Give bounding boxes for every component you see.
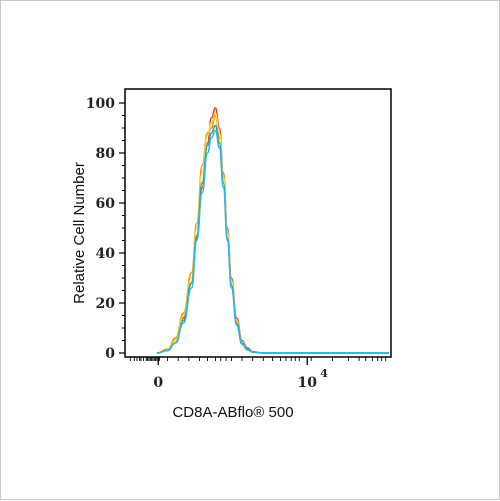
series-lines: [156, 107, 389, 354]
y-tick-label: 80: [96, 146, 116, 162]
x-axis-ticks: 0 104: [153, 357, 328, 391]
y-tick-label: 40: [96, 246, 116, 262]
histogram-series-4: [156, 124, 389, 354]
y-tick-label: 60: [96, 196, 116, 212]
histogram-series-2: [156, 114, 389, 354]
histogram-series-3: [156, 112, 389, 354]
y-tick-label: 20: [96, 296, 116, 312]
x-tick-label: 10: [297, 375, 317, 391]
y-axis-ticks: 0 20 40 60 80 100: [86, 96, 125, 362]
x-axis-minor-ticks: [129, 357, 387, 361]
plot-frame: [124, 88, 392, 358]
histogram-series-5: [156, 129, 389, 354]
y-tick-label: 100: [86, 96, 115, 112]
histogram-series-1: [156, 107, 389, 354]
x-tick-label: 0: [153, 375, 163, 391]
y-tick-label: 0: [105, 346, 115, 362]
y-axis-title: Relative Cell Number: [71, 162, 88, 304]
plot-axes: [124, 88, 392, 358]
x-tick-exponent: 4: [320, 367, 328, 380]
x-axis-title: CD8A-ABflo® 500: [172, 404, 293, 421]
